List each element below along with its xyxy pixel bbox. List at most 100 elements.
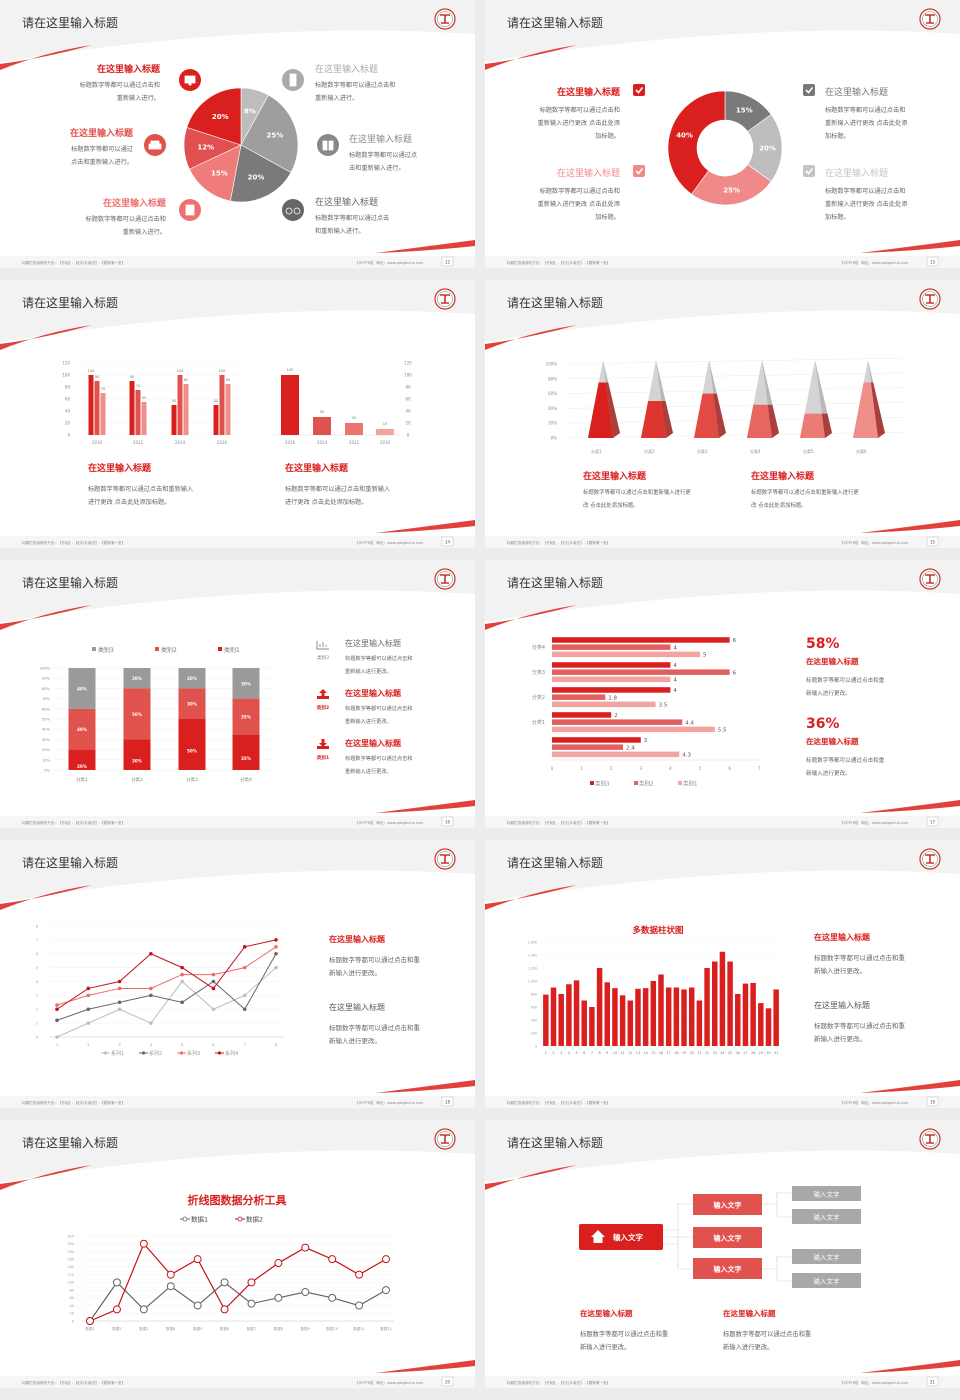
x-tick-label: 24 xyxy=(720,1051,724,1055)
footer-website: 【OPPT网】 网址：www.pptgenius.com xyxy=(840,540,909,545)
legend-label: 数据1 xyxy=(191,1215,208,1224)
footer-band xyxy=(0,816,475,828)
slide-7: 请在这里输入标题 标题栏批量修改方法：【开始】-【幻灯片版式】-【替换第一张】 【O… xyxy=(0,840,475,1108)
data-label: 2 xyxy=(614,713,618,719)
y-tick-label: 4 xyxy=(36,980,38,984)
data-point xyxy=(55,1007,59,1012)
x-tick-label: 2012 xyxy=(133,440,144,445)
y-tick-label: 200 xyxy=(531,1031,537,1035)
data-point xyxy=(274,965,278,970)
logo-seal xyxy=(919,288,941,310)
leaf-node-button[interactable]: 输入文字 xyxy=(792,1209,861,1224)
body-text: 标题数字等都可以通过点击和重 xyxy=(806,756,885,764)
item-title: 在这里输入标题 xyxy=(70,127,134,139)
stat-value: 58% xyxy=(806,636,840,652)
pie-slice xyxy=(189,144,242,202)
slide-title: 请在这里输入标题 xyxy=(507,295,603,310)
bar xyxy=(704,968,710,1046)
data-point xyxy=(86,986,91,991)
y-tick-label: 0 xyxy=(535,1044,537,1048)
data-point xyxy=(193,1301,202,1310)
y-tick-label: 1,000 xyxy=(528,979,537,983)
legend-item xyxy=(180,1216,190,1222)
y-tick-label: 40 xyxy=(70,1304,74,1308)
data-point xyxy=(382,1286,390,1295)
y-tick-label: 80 xyxy=(405,385,411,390)
body-text: 标题数字等都可以通过点击和重 xyxy=(329,1023,421,1032)
body-text: 标题数字等都可以通过点击和 xyxy=(825,187,905,195)
footer-text: 标题栏批量修改方法：【开始】-【幻灯片版式】-【替换第一张】 xyxy=(22,1100,125,1105)
footer-band xyxy=(0,256,475,268)
checkbox-checked-icon[interactable] xyxy=(803,165,815,177)
data-label: 50% xyxy=(187,749,198,754)
bar xyxy=(552,687,671,693)
x-tick-label: 25 xyxy=(728,1051,732,1055)
page-number: 17 xyxy=(930,820,936,825)
x-tick-label: 2016 xyxy=(217,440,228,445)
data-point xyxy=(86,993,91,998)
logo-seal xyxy=(919,568,941,590)
mid-node-button[interactable]: 输入文字 xyxy=(693,1194,762,1215)
stacked-bar-segment xyxy=(178,668,206,689)
data-point xyxy=(382,1255,390,1264)
node-label: 输入文字 xyxy=(714,1234,742,1243)
data-label: 85 xyxy=(184,378,189,382)
data-label: 40% xyxy=(77,686,88,691)
data-point xyxy=(355,1301,364,1310)
item-title: 在这里输入标题 xyxy=(103,197,167,209)
x-tick-label: 分类2 xyxy=(644,448,655,454)
bar xyxy=(552,694,606,700)
x-tick-label: 31 xyxy=(774,1051,778,1055)
x-tick-label: 8 xyxy=(598,1051,600,1055)
slice-label: 25% xyxy=(267,132,284,140)
bar xyxy=(88,375,94,435)
page-number: 15 xyxy=(930,540,936,545)
logo-seal xyxy=(434,1128,456,1150)
y-tick-label: 60 xyxy=(65,397,71,402)
bar xyxy=(552,662,671,668)
x-tick-label: 数据12 xyxy=(380,1326,392,1331)
bar xyxy=(313,417,331,435)
body-text: 重新输入进行更改 点击此处添 xyxy=(825,200,907,208)
y-tick-label: 8 xyxy=(36,924,38,928)
checkbox-checked-icon[interactable] xyxy=(803,84,815,96)
checkbox-checked-icon[interactable] xyxy=(633,84,645,96)
bar xyxy=(213,405,219,435)
body-text: 重新输入进行。 xyxy=(315,94,358,102)
mid-node-button[interactable]: 输入文字 xyxy=(693,1227,762,1248)
checkbox-checked-icon[interactable] xyxy=(633,165,645,177)
bar xyxy=(552,751,680,758)
y-tick-label: 0% xyxy=(44,769,50,773)
x-tick-label: 分类3 xyxy=(186,776,198,783)
y-tick-label: 70% xyxy=(42,697,51,701)
page-number-box xyxy=(926,256,939,267)
data-label: 30% xyxy=(132,759,143,764)
leaf-node-button[interactable]: 输入文字 xyxy=(792,1273,861,1288)
header-band xyxy=(0,1120,475,1182)
bar xyxy=(552,644,671,650)
body-text: 标题数字等都可以通过点 xyxy=(349,151,417,159)
bar xyxy=(573,980,580,1046)
pie-slice xyxy=(186,87,242,146)
root-node-button[interactable]: 输入文字 xyxy=(579,1224,663,1250)
body-text: 重新输入进行更改。 xyxy=(345,767,392,775)
logo-seal xyxy=(434,288,456,310)
leaf-node-button[interactable]: 输入文字 xyxy=(792,1186,861,1201)
x-tick-label: 分类1 xyxy=(76,776,88,783)
home-icon xyxy=(591,1230,605,1243)
data-label: 50 xyxy=(172,399,177,403)
y-tick-label: 120 xyxy=(404,361,412,366)
data-label: 50% xyxy=(132,712,143,717)
bar xyxy=(94,381,100,435)
data-point xyxy=(211,1007,216,1012)
data-point xyxy=(247,1278,256,1287)
pyramid-bar xyxy=(853,360,885,438)
node-label: 输入文字 xyxy=(814,1213,841,1222)
leaf-node-button[interactable]: 输入文字 xyxy=(792,1249,861,1264)
mid-node-button[interactable]: 输入文字 xyxy=(693,1258,762,1279)
node-label: 输入文字 xyxy=(714,1265,742,1274)
legend-label: 类别3 xyxy=(595,780,610,788)
chart-title: 多数据柱状图 xyxy=(632,925,683,936)
pie-slice xyxy=(691,164,772,206)
header-band xyxy=(0,560,475,622)
